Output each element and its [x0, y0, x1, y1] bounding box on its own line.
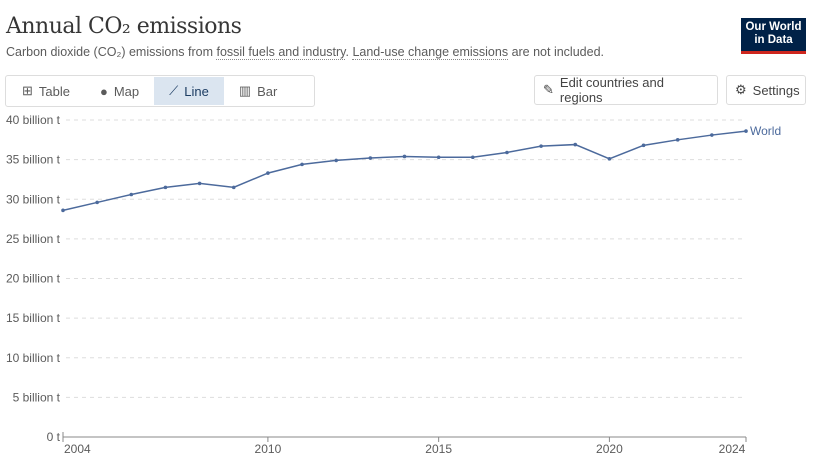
y-tick-label: 30 billion t — [6, 192, 61, 206]
series-line-world — [62, 130, 747, 212]
table-icon: ⊞ — [22, 83, 33, 98]
y-tick-label: 15 billion t — [6, 311, 61, 325]
chart-title: Annual CO₂ emissions — [6, 14, 242, 39]
data-point — [505, 150, 509, 155]
y-tick-label: 5 billion t — [13, 390, 61, 404]
logo-line: in Data — [754, 34, 793, 46]
logo-line: Our World — [745, 21, 802, 33]
gear-icon: ⚙ — [735, 82, 747, 97]
data-point — [744, 129, 748, 133]
y-tick-label: 0 t — [47, 430, 61, 444]
y-tick-label: 35 billion t — [6, 153, 61, 167]
data-point — [675, 138, 680, 142]
data-point — [163, 185, 168, 190]
globe-icon: ● — [99, 83, 108, 99]
data-point — [471, 155, 475, 160]
data-point — [710, 133, 714, 137]
x-tick-label: 2020 — [596, 442, 623, 456]
chart-subtitle: Carbon dioxide (CO₂) emissions from foss… — [6, 45, 604, 60]
y-tick-label: 40 billion t — [6, 113, 61, 127]
data-point — [607, 157, 612, 161]
owid-logo[interactable]: Our World in Data — [741, 18, 806, 54]
pencil-icon: ✎ — [543, 82, 554, 97]
subtitle-text: . — [345, 45, 353, 59]
button-label: Settings — [752, 82, 800, 98]
x-tick-label: 2004 — [64, 442, 91, 456]
tab-table[interactable]: ⊞ Table — [7, 77, 85, 105]
data-point — [436, 155, 441, 160]
tab-map[interactable]: ● Map — [85, 77, 154, 105]
settings-button[interactable]: ⚙ Settings — [726, 75, 806, 105]
data-point — [334, 158, 339, 163]
subtitle-text: Carbon dioxide (CO₂) emissions from — [6, 45, 217, 59]
tab-bar[interactable]: ▥ Bar — [224, 77, 293, 105]
data-point — [368, 156, 373, 160]
data-point — [573, 142, 578, 147]
data-point — [95, 200, 99, 205]
tab-label: Line — [184, 83, 209, 99]
line-chart-icon: ⟋ — [169, 83, 179, 98]
data-point — [402, 154, 407, 159]
tab-label: Table — [38, 83, 70, 99]
data-point — [197, 181, 202, 186]
tab-line[interactable]: ⟋ Line — [154, 77, 224, 105]
tab-label: Map — [113, 83, 140, 99]
bar-chart-icon: ▥ — [238, 83, 252, 98]
subtitle-text: are not included. — [508, 45, 604, 59]
data-point — [539, 144, 543, 148]
edit-countries-button[interactable]: ✎ Edit countries and regions — [534, 75, 718, 105]
fossil-fuels-link[interactable]: fossil fuels and industry — [216, 45, 346, 60]
y-tick-label: 20 billion t — [6, 272, 61, 286]
land-use-link[interactable]: Land-use change emissions — [352, 45, 509, 60]
data-point — [129, 192, 134, 197]
tab-label: Bar — [257, 83, 278, 99]
data-point — [61, 208, 65, 213]
y-tick-label: 25 billion t — [6, 232, 61, 246]
x-tick-label: 2010 — [255, 442, 282, 456]
data-point — [266, 171, 270, 175]
data-point — [641, 143, 646, 148]
data-point — [231, 185, 236, 190]
series-label: World — [750, 124, 781, 138]
data-point — [300, 162, 304, 167]
y-tick-label: 10 billion t — [6, 351, 61, 365]
button-label: Edit countries and regions — [559, 75, 664, 105]
x-tick-label: 2024 — [719, 442, 746, 456]
x-tick-label: 2015 — [425, 442, 452, 456]
chart-tabs: ⊞ Table ● Map ⟋ Line ▥ Bar — [5, 75, 315, 107]
